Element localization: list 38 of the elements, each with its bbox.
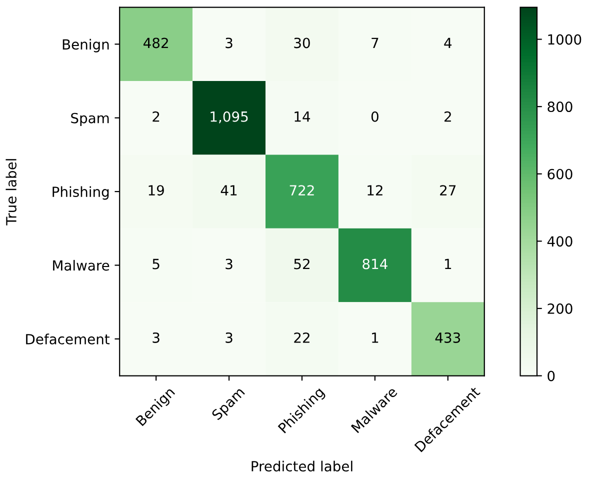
data-label: 814 [362,258,388,270]
color-bar-label: 1000 [548,34,582,45]
y-axis-title: True label [6,159,16,226]
data-label: 3 [152,332,160,343]
data-label: 3 [226,332,232,343]
data-label: 482 [144,38,168,48]
data-label: 52 [294,258,310,270]
data-label: 4 [444,38,452,48]
data-label: 3 [226,258,232,270]
data-label: 0 [371,111,378,122]
data-label: 12 [368,185,382,196]
data-label: 22 [294,332,310,343]
data-label: 7 [372,38,378,48]
color-bar-label: 0 [548,370,555,382]
data-label: 433 [435,332,460,343]
data-label: 722 [290,185,314,196]
data-label: 1,095 [210,111,248,124]
y-tick-label: Malware [53,260,110,271]
data-label: 1 [445,258,452,270]
data-label: 2 [444,111,451,122]
data-label: 41 [220,185,237,196]
data-label: 5 [152,258,160,270]
y-tick-label: Defacement [26,334,110,344]
data-label: 27 [440,185,456,196]
color-bar-label: 200 [548,303,572,314]
data-label: 2 [152,111,160,122]
data-label: 19 [148,185,164,196]
data-label: 1 [372,332,378,343]
color-bar-label: 400 [547,236,572,247]
x-axis-title: Predicted label [252,460,352,472]
data-label: 14 [294,112,310,122]
data-label: 30 [294,38,310,48]
color-bar-label: 600 [548,168,572,180]
y-tick-label: Phishing [52,186,109,200]
data-label: 3 [226,38,232,48]
color-bar-label: 800 [548,102,572,112]
y-tick-label: Spam [71,112,109,126]
y-tick-label: Benign [62,38,109,52]
